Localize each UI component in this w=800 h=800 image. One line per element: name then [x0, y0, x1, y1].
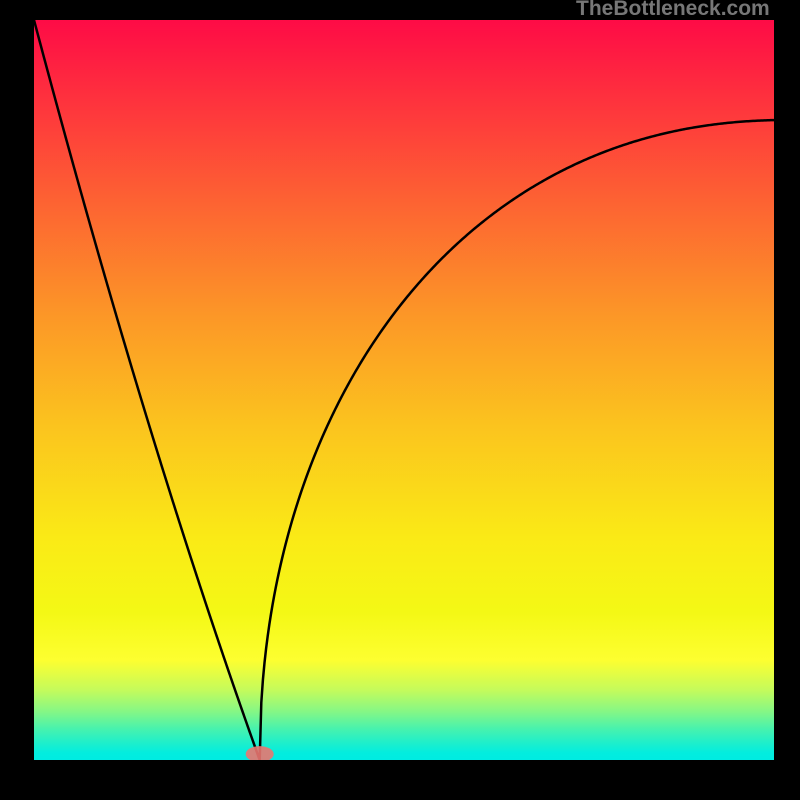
- plot-area: [34, 20, 774, 760]
- chart-canvas: TheBottleneck.com: [0, 0, 800, 800]
- plot-svg: [34, 20, 774, 760]
- watermark-text: TheBottleneck.com: [576, 0, 770, 21]
- gradient-background: [34, 20, 774, 760]
